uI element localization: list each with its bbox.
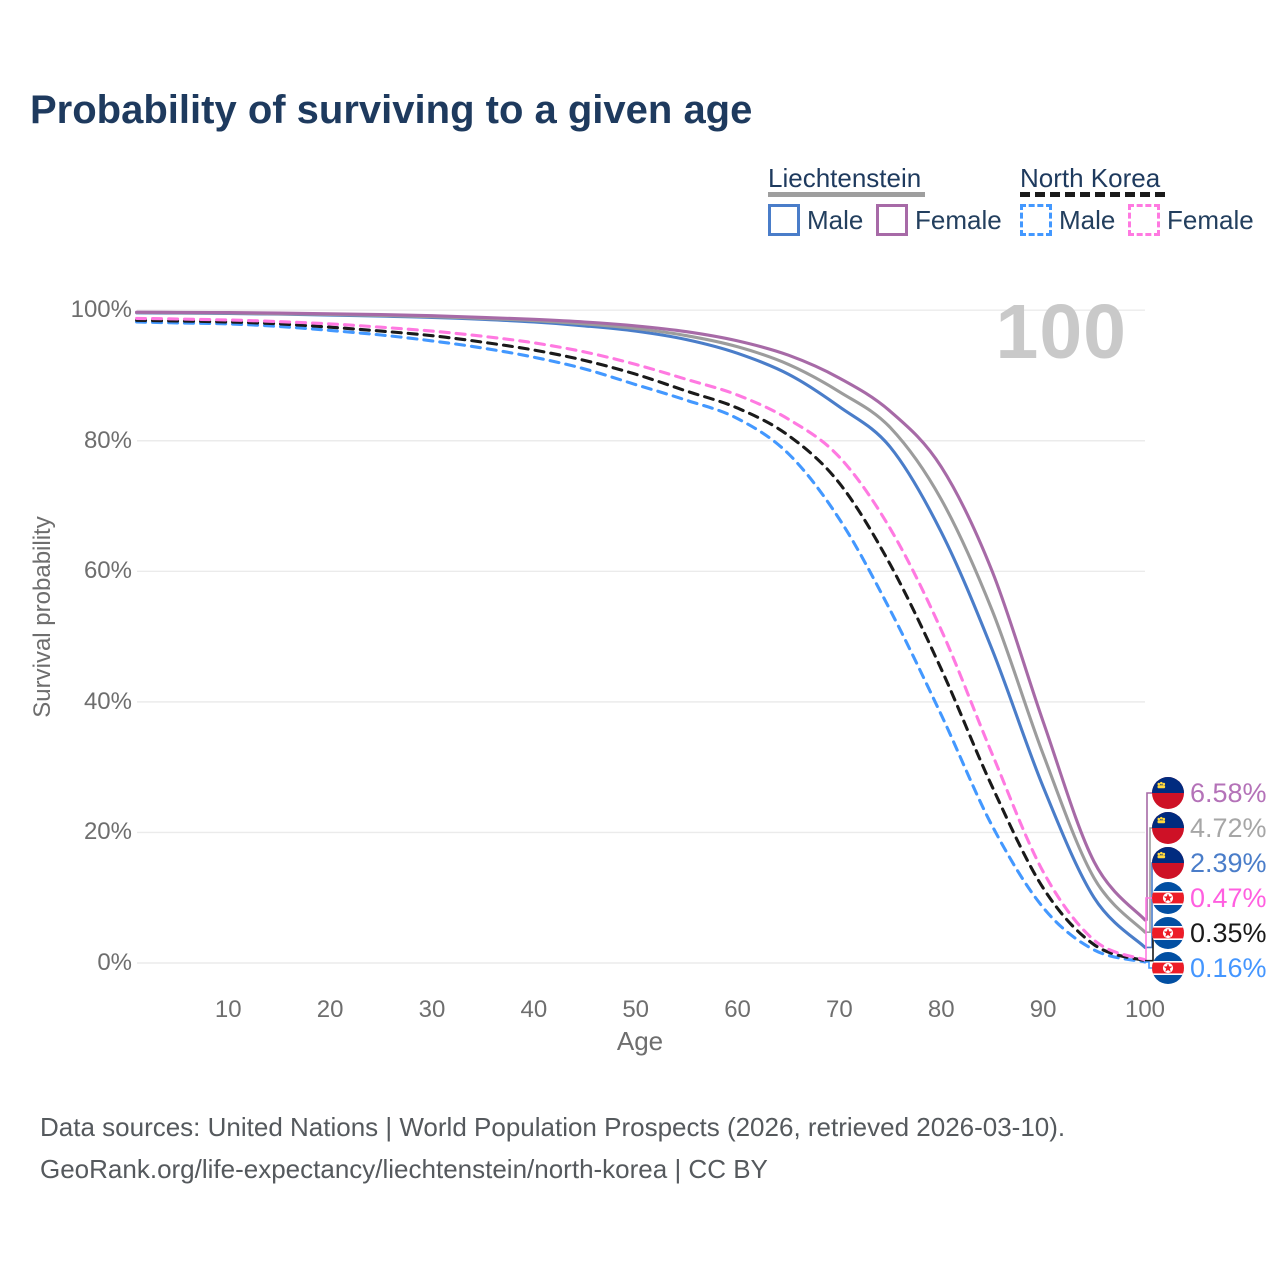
x-tick-50: 50 bbox=[622, 996, 650, 1023]
y-tick-80: 80% bbox=[83, 426, 132, 454]
series-line-north-korea-both-sexes[interactable] bbox=[135, 318, 1147, 963]
liechtenstein-flag-badge bbox=[1152, 812, 1184, 844]
end-value-label: 0.16% bbox=[1190, 952, 1267, 983]
liechtenstein-flag-badge bbox=[1152, 847, 1184, 879]
end-label-liechtenstein-male: 2.39% bbox=[1152, 846, 1267, 880]
y-tick-60: 60% bbox=[83, 557, 132, 585]
series-line-liechtenstein-male[interactable] bbox=[135, 311, 1147, 949]
y-tick-100: 100% bbox=[70, 296, 132, 324]
x-tick-30: 30 bbox=[418, 996, 446, 1023]
legend-item-north-korea-female[interactable]: Female bbox=[1128, 204, 1254, 236]
legend-group-underline bbox=[768, 192, 925, 197]
legend-swatch bbox=[1128, 204, 1160, 236]
hover-age-indicator: 100 bbox=[995, 289, 1127, 375]
end-label-north-korea-both-sexes: 0.35% bbox=[1152, 916, 1267, 950]
y-tick-40: 40% bbox=[83, 687, 132, 715]
x-tick-60: 60 bbox=[724, 996, 751, 1023]
legend-swatch bbox=[876, 204, 908, 236]
end-value-label: 2.39% bbox=[1190, 847, 1267, 878]
legend-swatch bbox=[1020, 204, 1052, 236]
legend-group-north-korea: North Korea bbox=[1020, 163, 1161, 193]
liechtenstein-flag-icon bbox=[1152, 777, 1184, 809]
end-label-north-korea-female: 0.47% bbox=[1152, 881, 1267, 915]
y-tick-20: 20% bbox=[83, 818, 132, 846]
liechtenstein-flag-badge bbox=[1152, 777, 1184, 809]
x-tick-90: 90 bbox=[1029, 996, 1057, 1023]
x-axis-title: Age bbox=[616, 1026, 664, 1056]
end-value-label: 0.47% bbox=[1190, 882, 1267, 913]
end-value-label: 4.72% bbox=[1190, 812, 1267, 843]
end-label-liechtenstein-both-sexes: 4.72% bbox=[1152, 811, 1267, 845]
north-korea-flag-badge bbox=[1152, 952, 1184, 984]
liechtenstein-flag-icon bbox=[1152, 812, 1184, 844]
legend-item-north-korea-male[interactable]: Male bbox=[1020, 204, 1115, 236]
footer: Data sources: United Nations | World Pop… bbox=[40, 1106, 1065, 1190]
legend-item-label: Male bbox=[807, 204, 864, 235]
north-korea-flag-icon bbox=[1152, 917, 1184, 949]
x-tick-40: 40 bbox=[520, 996, 548, 1023]
page-title: Probability of surviving to a given age bbox=[30, 88, 753, 132]
footer-attribution: GeoRank.org/life-expectancy/liechtenstei… bbox=[40, 1154, 768, 1184]
north-korea-flag-badge bbox=[1152, 917, 1184, 949]
legend-item-label: Female bbox=[1167, 204, 1254, 235]
legend-item-liechtenstein-female[interactable]: Female bbox=[876, 204, 1002, 236]
series-line-north-korea-female[interactable] bbox=[135, 316, 1147, 962]
series-line-liechtenstein-female[interactable] bbox=[135, 310, 1147, 922]
liechtenstein-flag-icon bbox=[1152, 847, 1184, 879]
legend-group-underline bbox=[1020, 192, 1165, 197]
legend-swatch bbox=[768, 204, 800, 236]
end-value-label: 6.58% bbox=[1190, 777, 1267, 808]
y-axis-title: Survival probability bbox=[29, 516, 56, 718]
series-line-liechtenstein-both-sexes[interactable] bbox=[135, 310, 1147, 934]
north-korea-flag-badge bbox=[1152, 882, 1184, 914]
legend-item-liechtenstein-male[interactable]: Male bbox=[768, 204, 863, 236]
legend-item-label: Male bbox=[1059, 204, 1116, 235]
legend-group-liechtenstein: Liechtenstein bbox=[768, 163, 922, 193]
end-label-north-korea-male: 0.16% bbox=[1152, 951, 1267, 985]
footer-sources: Data sources: United Nations | World Pop… bbox=[40, 1112, 1066, 1142]
north-korea-flag-icon bbox=[1152, 882, 1184, 914]
x-tick-10: 10 bbox=[214, 996, 242, 1023]
north-korea-flag-icon bbox=[1152, 952, 1184, 984]
y-tick-0: 0% bbox=[97, 949, 132, 976]
end-value-label: 0.35% bbox=[1190, 917, 1267, 948]
end-label-liechtenstein-female: 6.58% bbox=[1152, 776, 1267, 810]
x-tick-20: 20 bbox=[316, 996, 344, 1023]
x-tick-80: 80 bbox=[927, 996, 955, 1023]
series-line-north-korea-male[interactable] bbox=[135, 320, 1147, 964]
x-tick-100: 100 bbox=[1124, 996, 1166, 1023]
x-tick-70: 70 bbox=[826, 996, 853, 1023]
legend-item-label: Female bbox=[915, 204, 1002, 235]
end-label-connector bbox=[1145, 961, 1154, 969]
